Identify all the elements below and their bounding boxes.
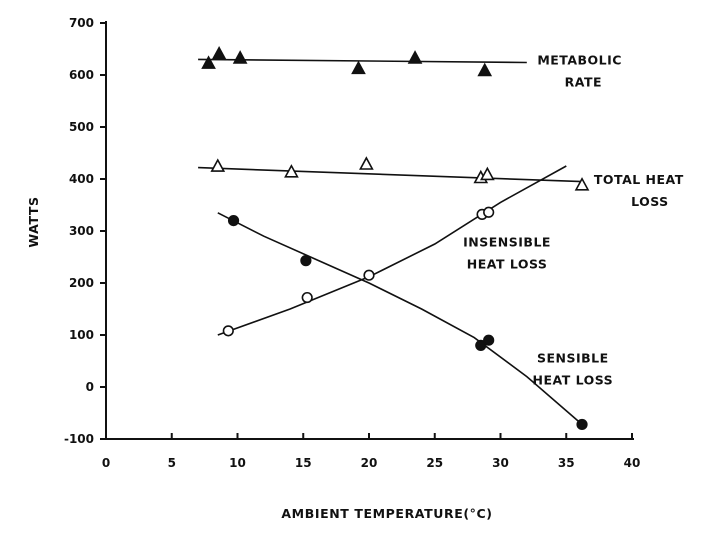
y-tick-label: 200 [69, 276, 94, 290]
total-heat-loss-label: LOSS [631, 194, 669, 209]
y-ticks: 700 600 500 400 300 200 100 0 -100 [64, 16, 106, 446]
sensible-heat-loss-point [576, 418, 588, 431]
insensible-heat-loss-label: HEAT LOSS [467, 256, 548, 271]
total-heat-loss-point [574, 177, 590, 191]
sensible-heat-loss-point [300, 255, 312, 267]
x-axis-label: AMBIENT TEMPERATURE(°C) [281, 506, 492, 521]
total-heat-loss-fit-line [198, 166, 583, 183]
total-heat-loss-point [284, 164, 299, 178]
total-heat-loss-point [480, 166, 495, 181]
fit-lines [198, 58, 583, 426]
sensible-heat-loss-label: SENSIBLE [537, 350, 609, 365]
sensible-heat-loss-label: HEAT LOSS [532, 372, 613, 387]
x-ticks: 0 5 10 15 20 25 30 35 40 [102, 433, 641, 470]
x-tick-label: 20 [361, 456, 378, 470]
y-axis-label: WATTS [26, 196, 41, 247]
series-labels: METABOLIC RATE TOTAL HEAT LOSS INSENSIBLE HEA… [463, 52, 684, 387]
y-tick-label: 300 [69, 224, 94, 238]
insensible-heat-loss-fit-line [217, 165, 567, 336]
x-tick-label: 5 [168, 456, 176, 470]
metabolic-rate-point [477, 62, 493, 77]
insensible-heat-loss-point [222, 325, 234, 337]
x-tick-label: 40 [624, 456, 641, 470]
x-tick-label: 15 [295, 456, 312, 470]
metabolic-rate-fit-line [198, 58, 527, 64]
insensible-heat-loss-point [363, 269, 375, 281]
sensible-heat-loss-point [483, 334, 495, 346]
insensible-heat-loss-label: INSENSIBLE [463, 234, 551, 249]
metabolic-rate-point [407, 50, 423, 64]
metabolic-rate-label: METABOLIC [537, 52, 622, 67]
metabolic-rate-point [232, 50, 248, 64]
x-tick-label: 35 [558, 456, 575, 470]
y-tick-label: 500 [69, 120, 94, 134]
metabolic-rate-label: RATE [565, 74, 602, 89]
metabolic-rate-point [211, 46, 227, 60]
total-heat-loss-point [359, 156, 374, 170]
x-tick-label: 30 [492, 456, 509, 470]
y-tick-label: 100 [69, 328, 94, 342]
insensible-heat-loss-point [483, 206, 495, 218]
metabolic-rate-point [201, 55, 216, 69]
data-markers [201, 46, 590, 431]
sensible-heat-loss-point [475, 339, 487, 352]
y-tick-label: 0 [86, 380, 94, 394]
y-tick-label: 700 [69, 16, 94, 30]
x-tick-label: 10 [229, 456, 246, 470]
insensible-heat-loss-point [301, 291, 313, 304]
y-tick-label: 400 [69, 172, 94, 186]
total-heat-loss-label: TOTAL HEAT [594, 172, 684, 187]
x-tick-label: 25 [426, 456, 443, 470]
y-tick-label: 600 [69, 68, 94, 82]
y-tick-label: -100 [64, 432, 94, 446]
x-tick-label: 0 [102, 456, 110, 470]
sensible-heat-loss-point [227, 215, 240, 227]
total-heat-loss-point [210, 158, 226, 172]
sensible-heat-loss-fit-line [217, 212, 583, 426]
metabolic-rate-point [351, 60, 366, 75]
